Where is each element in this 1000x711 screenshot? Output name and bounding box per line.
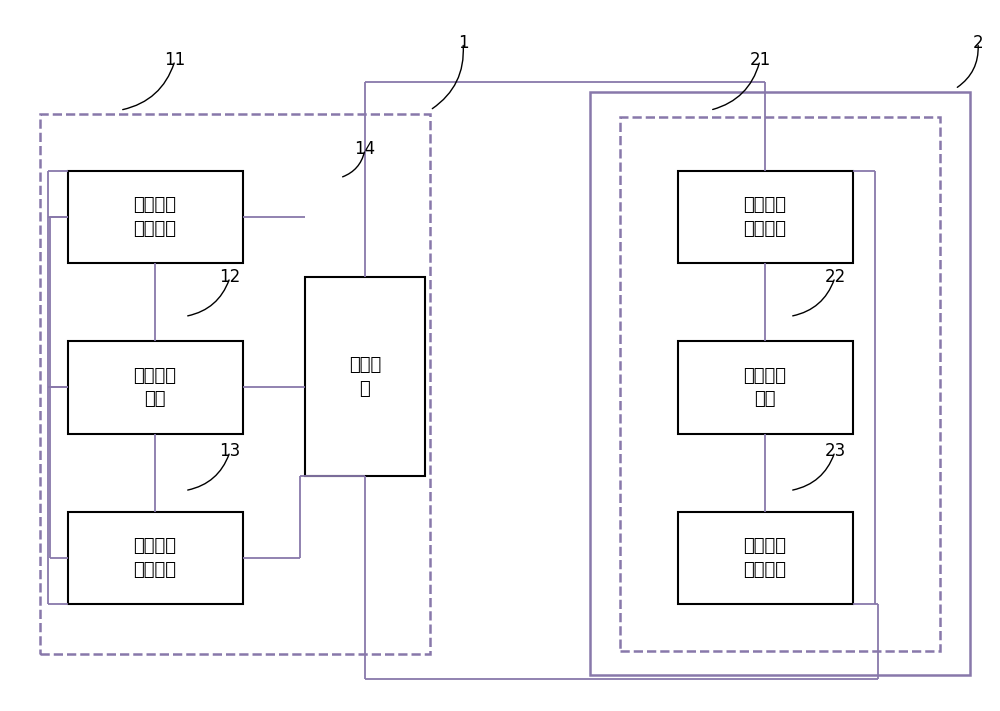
Text: 第一数据
采集单元: 第一数据 采集单元 — [134, 196, 176, 237]
Text: 2: 2 — [973, 33, 983, 52]
Text: 23: 23 — [824, 442, 846, 461]
Text: 22: 22 — [824, 268, 846, 287]
Bar — [678, 512, 852, 604]
Text: 11: 11 — [164, 51, 186, 70]
Text: 第二数据
采集单元: 第二数据 采集单元 — [744, 196, 786, 237]
Text: 比较单
元: 比较单 元 — [349, 356, 381, 397]
Text: 12: 12 — [219, 268, 241, 287]
Text: 1: 1 — [458, 33, 468, 52]
Bar — [305, 277, 425, 476]
Bar — [68, 171, 242, 263]
Bar — [40, 114, 430, 654]
Text: 第二计算
单元: 第二计算 单元 — [744, 367, 786, 408]
Text: 14: 14 — [354, 140, 376, 159]
Bar — [678, 341, 852, 434]
Text: 21: 21 — [749, 51, 771, 70]
Bar — [68, 512, 242, 604]
Text: 第一计算
单元: 第一计算 单元 — [134, 367, 176, 408]
Bar — [590, 92, 970, 675]
Text: 13: 13 — [219, 442, 241, 461]
Bar — [678, 171, 852, 263]
Text: 第一数据
发送单元: 第一数据 发送单元 — [134, 538, 176, 579]
Bar — [620, 117, 940, 651]
Text: 第二数据
发送单元: 第二数据 发送单元 — [744, 538, 786, 579]
Bar — [68, 341, 242, 434]
